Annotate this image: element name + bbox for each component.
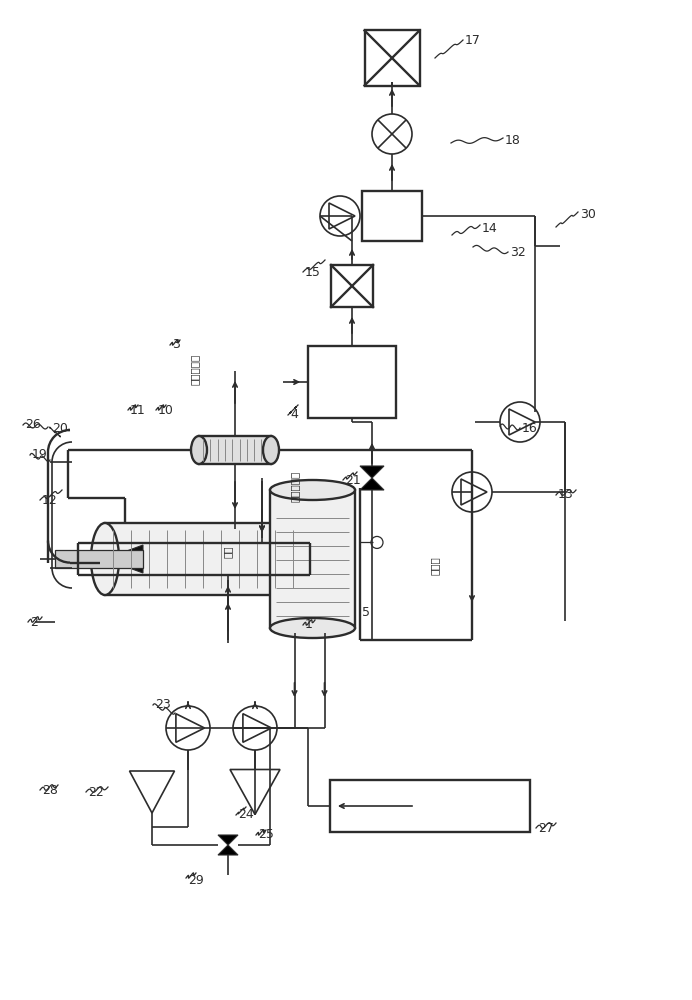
Text: 11: 11 [130, 403, 146, 416]
Polygon shape [105, 545, 143, 573]
Polygon shape [360, 466, 384, 478]
Text: 18: 18 [505, 133, 521, 146]
Bar [308, 346, 396, 418]
Text: 32: 32 [510, 245, 526, 258]
Text: 1: 1 [305, 618, 313, 632]
Bar [199, 436, 271, 464]
Circle shape [233, 706, 277, 750]
Text: 冷凝水: 冷凝水 [430, 556, 440, 575]
Ellipse shape [191, 436, 207, 464]
Polygon shape [243, 714, 271, 742]
Polygon shape [360, 478, 384, 490]
Text: 29: 29 [188, 874, 203, 886]
Polygon shape [461, 479, 487, 505]
Text: 28: 28 [42, 784, 58, 796]
Text: 蒸汽: 蒸汽 [223, 546, 233, 558]
Text: 3: 3 [172, 338, 180, 352]
Text: 冷却水出水: 冷却水出水 [190, 354, 200, 385]
Polygon shape [129, 771, 174, 813]
Bar [330, 780, 530, 832]
Text: 26: 26 [25, 418, 41, 432]
Text: 17: 17 [465, 33, 481, 46]
Text: 23: 23 [155, 698, 171, 712]
Text: 12: 12 [42, 493, 57, 506]
Text: 19: 19 [32, 448, 48, 462]
Text: 14: 14 [482, 222, 498, 234]
Bar [365, 30, 419, 86]
Circle shape [500, 402, 540, 442]
Circle shape [371, 536, 383, 548]
Polygon shape [329, 203, 355, 229]
Text: 27: 27 [538, 822, 554, 834]
Polygon shape [218, 845, 238, 855]
Text: 4: 4 [290, 408, 298, 422]
Ellipse shape [270, 618, 355, 638]
Bar [55, 550, 143, 568]
Ellipse shape [263, 436, 279, 464]
Text: 25: 25 [258, 828, 274, 842]
Text: 15: 15 [305, 265, 321, 278]
Text: 21: 21 [345, 474, 361, 487]
Polygon shape [218, 835, 238, 845]
Ellipse shape [301, 523, 329, 595]
Text: 冷却水进水: 冷却水进水 [290, 471, 300, 502]
Bar [105, 523, 315, 595]
Text: 10: 10 [158, 403, 174, 416]
Ellipse shape [270, 480, 355, 500]
Ellipse shape [91, 523, 119, 595]
Text: 5: 5 [362, 605, 370, 618]
Text: 16: 16 [522, 422, 538, 434]
Circle shape [166, 706, 210, 750]
Bar [331, 265, 373, 307]
Bar [270, 490, 355, 628]
Text: 24: 24 [238, 808, 254, 822]
Bar [362, 191, 422, 241]
Circle shape [452, 472, 492, 512]
Circle shape [372, 114, 412, 154]
Text: 22: 22 [88, 786, 104, 798]
Text: 13: 13 [558, 488, 574, 502]
Circle shape [320, 196, 360, 236]
Polygon shape [176, 714, 205, 742]
Polygon shape [230, 770, 280, 814]
Polygon shape [509, 409, 535, 435]
Text: 30: 30 [580, 209, 596, 222]
Text: 2: 2 [30, 615, 38, 629]
Text: 20: 20 [52, 422, 68, 434]
